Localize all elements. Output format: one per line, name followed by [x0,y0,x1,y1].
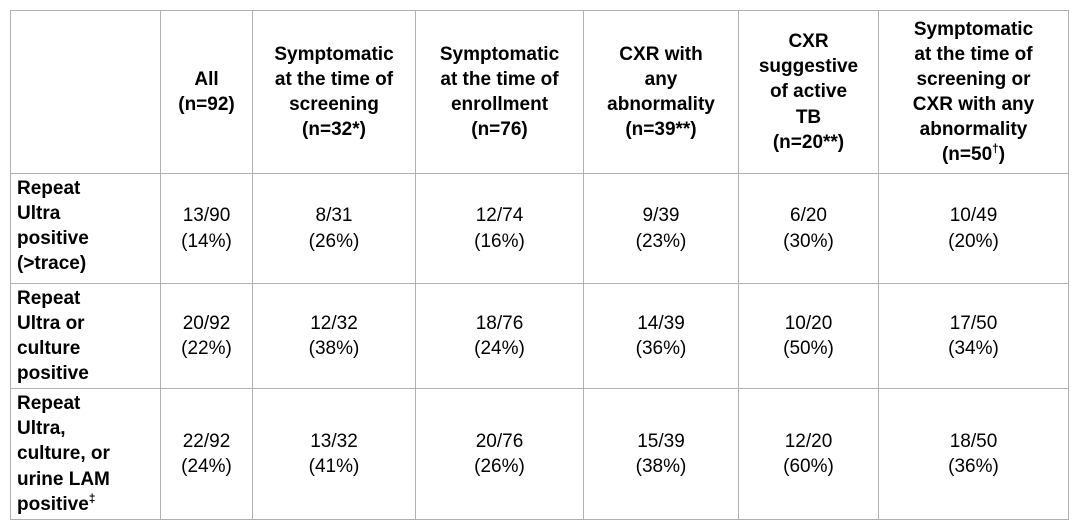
data-cell: 14/39 (36%) [583,282,739,390]
row-label-repeat-ultra-positive: Repeat Ultra positive (>trace) [10,173,161,284]
col-header-symptomatic-enrollment-label: Symptomatic at the time of enrollment (n… [439,43,560,141]
data-cell: 18/76 (24%) [415,282,584,390]
col-header-cxr-active-tb: CXR suggestive of active TB (n=20**) [738,10,879,174]
col-header-symptomatic-or-cxr-n: (n=50†) [941,142,1006,166]
data-cell: 20/92 (22%) [160,282,253,390]
results-table: All (n=92) Symptomatic at the time of sc… [10,10,1069,520]
col-header-cxr-any-abnormality-label: CXR with any abnormality (n=39**) [607,43,715,141]
col-header-cxr-active-tb-label: CXR suggestive of active TB (n=20**) [758,31,859,153]
data-cell: 22/92 (24%) [160,388,253,520]
header-row: All (n=92) Symptomatic at the time of sc… [10,10,1069,174]
results-table-container: All (n=92) Symptomatic at the time of sc… [10,10,1069,520]
col-header-cxr-any-abnormality: CXR with any abnormality (n=39**) [583,10,739,174]
table-row-repeat-ultra-culture-or-lam-positive: Repeat Ultra, culture, or urine LAM posi… [10,388,1069,520]
table-row-repeat-ultra-positive: Repeat Ultra positive (>trace) 13/90 (14… [10,173,1069,284]
col-header-symptomatic-or-cxr: Symptomatic at the time of screening or … [878,10,1069,174]
col-header-all-label: All (n=92) [178,68,235,115]
data-cell: 13/32 (41%) [252,388,416,520]
double-dagger-footnote-marker: ‡ [88,492,96,506]
data-cell: 18/50 (36%) [878,388,1069,520]
data-cell: 6/20 (30%) [738,173,879,284]
data-cell: 12/32 (38%) [252,282,416,390]
col-header-symptomatic-screening-label: Symptomatic at the time of screening (n=… [274,43,394,141]
data-cell: 17/50 (34%) [878,282,1069,390]
row-label-repeat-ultra-culture-or-lam-positive: Repeat Ultra, culture, or urine LAM posi… [10,388,161,520]
row-label-repeat-ultra-or-culture-positive: Repeat Ultra or culture positive [10,282,161,390]
dagger-footnote-marker: † [992,142,999,156]
data-cell: 20/76 (26%) [415,388,584,520]
col-header-symptomatic-enrollment: Symptomatic at the time of enrollment (n… [415,10,584,174]
corner-cell [10,10,161,174]
data-cell: 8/31 (26%) [252,173,416,284]
data-cell: 10/20 (50%) [738,282,879,390]
data-cell: 10/49 (20%) [878,173,1069,284]
data-cell: 13/90 (14%) [160,173,253,284]
data-cell: 15/39 (38%) [583,388,739,520]
data-cell: 9/39 (23%) [583,173,739,284]
data-cell: 12/74 (16%) [415,173,584,284]
data-cell: 12/20 (60%) [738,388,879,520]
table-row-repeat-ultra-or-culture-positive: Repeat Ultra or culture positive 20/92 (… [10,282,1069,390]
col-header-symptomatic-or-cxr-label: Symptomatic at the time of screening or … [912,18,1035,141]
col-header-all: All (n=92) [160,10,253,174]
col-header-symptomatic-screening: Symptomatic at the time of screening (n=… [252,10,416,174]
